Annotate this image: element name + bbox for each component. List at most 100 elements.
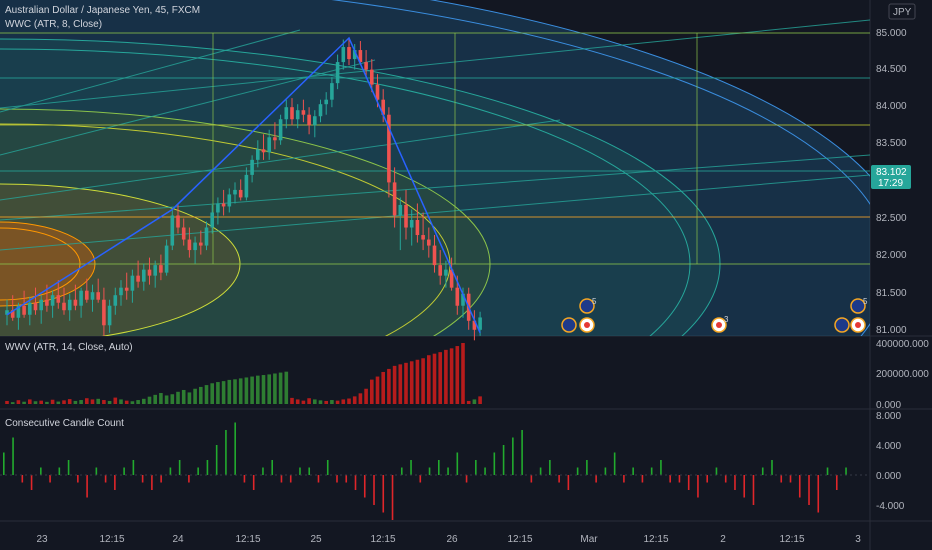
candle bbox=[187, 227, 192, 258]
volume-bar bbox=[56, 401, 61, 404]
count-pane-title[interactable]: Consecutive Candle Count bbox=[5, 418, 124, 429]
volume-bar bbox=[210, 383, 214, 404]
au-flag-badge[interactable]: 5 bbox=[579, 297, 597, 314]
count-bar bbox=[623, 475, 625, 483]
candle bbox=[130, 269, 135, 303]
count-bar bbox=[687, 475, 690, 490]
count-bar bbox=[521, 430, 523, 475]
candle bbox=[221, 189, 226, 216]
count-bar bbox=[428, 467, 431, 475]
last-price-label: 83.102 17:29 bbox=[871, 165, 911, 189]
volume-pane-title[interactable]: WWV (ATR, 14, Close, Auto) bbox=[5, 342, 133, 353]
volume-bar bbox=[318, 400, 323, 404]
count-bar bbox=[21, 475, 24, 483]
time-axis[interactable]: 23 12:15 24 12:15 25 12:15 26 12:15 Mar 12:15 2 12:… bbox=[36, 534, 861, 545]
count-bar bbox=[86, 475, 88, 498]
volume-bar bbox=[352, 396, 357, 404]
au-flag-icon[interactable] bbox=[561, 317, 577, 333]
volume-bar bbox=[444, 349, 448, 404]
count-bar bbox=[104, 475, 107, 483]
volume-bar bbox=[307, 398, 311, 404]
volume-bar bbox=[113, 397, 118, 404]
count-bar bbox=[49, 475, 51, 483]
jp-flag-dot-icon bbox=[584, 322, 590, 328]
volume-bar bbox=[102, 400, 106, 404]
candle bbox=[261, 134, 266, 160]
count-bar bbox=[317, 475, 320, 483]
count-bar bbox=[40, 467, 42, 475]
volume-bar bbox=[335, 400, 340, 404]
volume-bar bbox=[199, 386, 203, 404]
candle bbox=[290, 98, 294, 126]
volume-bar bbox=[461, 343, 465, 404]
price-tick-label: 84.000 bbox=[876, 101, 907, 112]
volume-bar bbox=[62, 400, 66, 404]
count-bar bbox=[160, 475, 162, 483]
volume-bar bbox=[244, 377, 249, 404]
indicator-title[interactable]: WWC (ATR, 8, Close) bbox=[5, 19, 102, 30]
candle bbox=[142, 263, 146, 291]
time-tick-label: 12:15 bbox=[779, 534, 804, 545]
currency-badge[interactable]: JPY bbox=[888, 3, 916, 20]
count-bar bbox=[715, 467, 718, 475]
volume-tick-label: 0.000 bbox=[876, 400, 901, 411]
volume-bar bbox=[147, 396, 152, 404]
count-bar bbox=[697, 475, 699, 498]
volume-bar bbox=[273, 373, 277, 404]
bar-countdown: 17:29 bbox=[878, 178, 903, 189]
candle bbox=[267, 129, 271, 160]
volume-bar bbox=[16, 400, 21, 404]
volume-bar bbox=[250, 376, 254, 404]
candle bbox=[85, 278, 89, 303]
candle bbox=[62, 287, 66, 315]
symbol-title[interactable]: Australian Dollar / Japanese Yen, 45, FX… bbox=[5, 5, 200, 16]
count-bar bbox=[752, 475, 755, 505]
volume-bar bbox=[387, 368, 391, 404]
candle bbox=[73, 284, 78, 311]
candle bbox=[421, 212, 425, 251]
volume-bar bbox=[449, 348, 454, 404]
au-flag-badge[interactable]: 5 bbox=[850, 297, 868, 314]
count-bar bbox=[660, 460, 662, 475]
count-bar bbox=[558, 475, 560, 483]
volume-bar bbox=[67, 399, 72, 404]
jp-flag-dot-icon bbox=[855, 322, 861, 328]
candle bbox=[216, 197, 220, 225]
au-flag-icon[interactable] bbox=[834, 317, 850, 333]
volume-bar bbox=[73, 400, 78, 404]
volume-bar bbox=[233, 379, 237, 404]
wwc-arc bbox=[0, 0, 870, 336]
jp-flag-badge[interactable]: 3 bbox=[711, 315, 729, 333]
candle bbox=[102, 287, 106, 336]
count-bar bbox=[724, 475, 727, 483]
candle bbox=[472, 310, 477, 341]
price-tick-label: 82.000 bbox=[876, 250, 907, 261]
candle bbox=[278, 114, 283, 145]
count-bar bbox=[419, 475, 422, 483]
candle bbox=[284, 99, 289, 129]
volume-bar bbox=[313, 399, 317, 404]
time-tick-label: 23 bbox=[36, 534, 48, 545]
count-bar bbox=[178, 460, 181, 475]
candle bbox=[113, 287, 118, 315]
time-tick-label: 12:15 bbox=[370, 534, 395, 545]
candle bbox=[404, 189, 408, 240]
candle bbox=[295, 104, 300, 129]
volume-bar bbox=[193, 388, 197, 404]
candle bbox=[449, 257, 454, 291]
candle bbox=[387, 107, 391, 198]
candle bbox=[244, 167, 249, 201]
count-bar bbox=[641, 475, 644, 483]
candle bbox=[392, 167, 397, 228]
time-tick-label: 26 bbox=[446, 534, 458, 545]
price-tick-label: 82.500 bbox=[876, 213, 907, 224]
candle bbox=[313, 110, 317, 138]
candle bbox=[56, 280, 61, 309]
candle bbox=[238, 179, 243, 201]
event-badges[interactable]: 5 3 5 bbox=[561, 297, 868, 333]
candle bbox=[50, 290, 55, 318]
candle bbox=[204, 221, 209, 251]
count-bar bbox=[632, 467, 634, 475]
count-bar bbox=[400, 467, 403, 475]
